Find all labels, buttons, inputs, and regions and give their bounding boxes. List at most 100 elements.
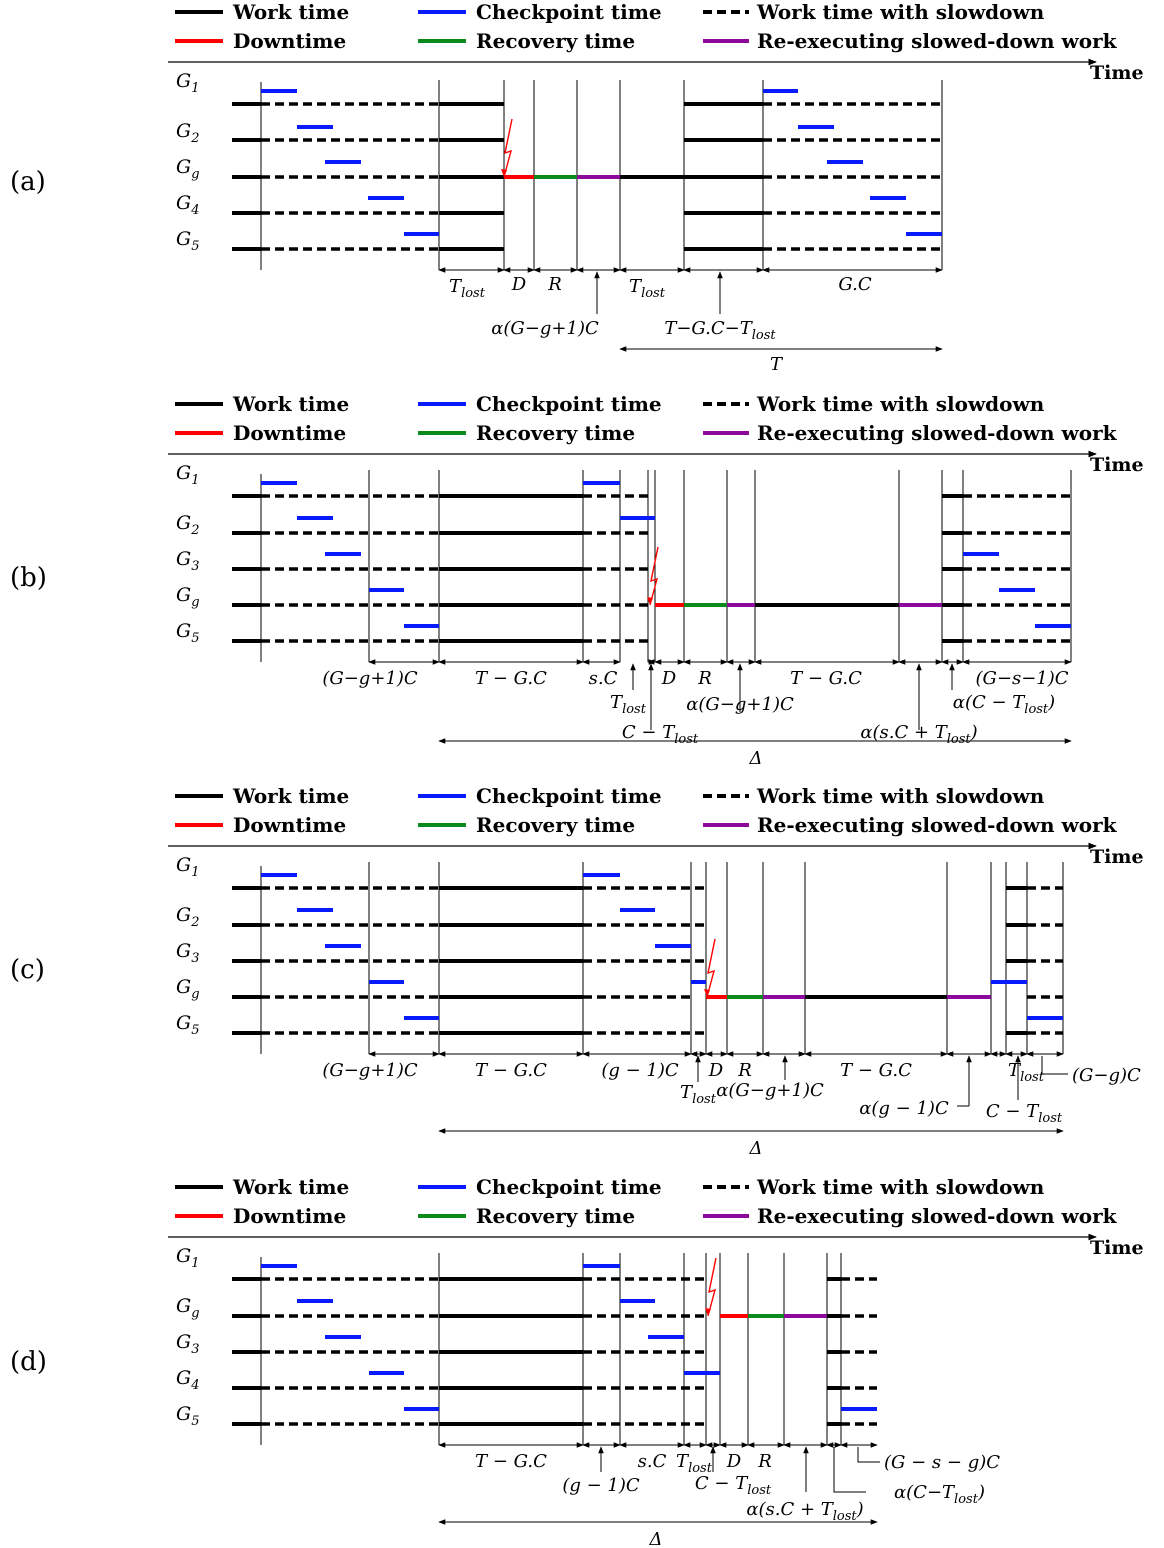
leader-line — [1041, 1056, 1068, 1075]
annotation-alphasc: α(s.C + Tlost) — [860, 722, 977, 747]
group-label-main: G — [176, 548, 191, 570]
annotation-sc: s.C — [589, 668, 618, 689]
group-label-main: G — [176, 228, 191, 250]
annotation-ggc-part: (G−g)C — [1072, 1065, 1141, 1086]
annotation-tlost-part: T — [610, 692, 624, 713]
annotation-tlost_r-part: lost — [1020, 1070, 1045, 1085]
annotation-alpha: α(G−g+1)C — [491, 318, 599, 339]
annotation-ctlost-part: C − T — [622, 722, 676, 743]
group-label: Gg — [176, 1295, 200, 1321]
group-label-sub: 1 — [191, 473, 199, 488]
failure-bolt-icon — [649, 546, 659, 606]
group-label-main: G — [176, 1331, 191, 1353]
annotation-alphasc-part: α(s.C + T — [746, 1499, 834, 1520]
annotation-tlost: Tlost — [676, 1451, 713, 1476]
annotation-tgc2: T − G.C — [840, 1060, 912, 1081]
panel-label: (d) — [10, 1347, 47, 1377]
annotation-tlost: Tlost — [610, 692, 647, 717]
panel-label: (b) — [10, 563, 47, 593]
group-label-sub: 1 — [191, 81, 199, 96]
annotation-gc-part: G.C — [838, 274, 871, 295]
annotation-tgc2-part: T − G.C — [840, 1060, 912, 1081]
annotation-tlost_l-part: lost — [692, 1092, 717, 1107]
annotation-gg1c: (G−g+1)C — [322, 668, 418, 689]
annotation-ggc: (G−g)C — [1072, 1065, 1141, 1086]
annotation-gg1c: (G−g+1)C — [322, 1060, 418, 1081]
legend-work-label: Work time — [232, 0, 349, 24]
group-label-sub: 2 — [190, 523, 199, 538]
group-label-main: G — [176, 1245, 191, 1267]
time-axis-label: Time — [1090, 846, 1144, 868]
annotation-g1c-part: (g − 1)C — [562, 1475, 640, 1496]
group-label-main: G — [176, 120, 191, 142]
group-label-main: G — [176, 620, 191, 642]
panel-label: (c) — [10, 955, 45, 985]
group-label: G1 — [176, 462, 199, 488]
group-label: G1 — [176, 70, 199, 96]
legend-checkpoint-label: Checkpoint time — [476, 392, 662, 416]
group-label: G5 — [176, 228, 199, 254]
annotation-tlost_r: Tlost — [1008, 1060, 1045, 1085]
group-label: Gg — [176, 976, 200, 1002]
time-axis-label: Time — [1090, 454, 1144, 476]
group-label: G3 — [176, 548, 199, 574]
annotation-d-part: D — [708, 1060, 724, 1081]
group-label: G1 — [176, 1245, 199, 1271]
annotation-gsgc-part: (G − s − g)C — [884, 1452, 1000, 1473]
panel-b: Work time Downtime Checkpoint time Recovery… — [10, 392, 1144, 769]
annotation-ctlost-part: lost — [674, 732, 699, 747]
time-axis-label: Time — [1090, 62, 1144, 84]
legend-reexec-label: Re-executing slowed-down work — [757, 29, 1118, 53]
group-label: G3 — [176, 940, 199, 966]
annotation-alpha-part: α(G−g+1)C — [491, 318, 599, 339]
legend-slowdown-label: Work time with slowdown — [756, 0, 1045, 24]
annotation-gg1c-part: (G−g+1)C — [322, 668, 418, 689]
failure-bolt-tip-icon — [501, 169, 507, 177]
annotation-r-part: R — [737, 1060, 752, 1081]
legend-slowdown-label: Work time with slowdown — [756, 1175, 1045, 1199]
annotation-ctlost: C − Tlost — [622, 722, 699, 747]
annotation-tlost2-part: T — [629, 276, 643, 297]
annotation-alphasc-part: lost — [947, 732, 972, 747]
annotation-delta-part: Δ — [749, 748, 763, 769]
annotation-alphag1-part: α(g − 1)C — [859, 1098, 949, 1119]
annotation-g1c: (g − 1)C — [562, 1475, 640, 1496]
annotation-ctlost: C − Tlost — [986, 1101, 1063, 1126]
annotation-delta: Δ — [749, 1138, 763, 1159]
annotation-T-part: T — [770, 354, 784, 375]
group-label: G3 — [176, 1331, 199, 1357]
annotation-alphact-part: lost — [954, 1492, 979, 1507]
annotation-gs1c-part: (G−s−1)C — [975, 668, 1068, 689]
legend-downtime-label: Downtime — [233, 421, 346, 445]
annotation-tlost1-part: lost — [461, 286, 486, 301]
annotation-alphag: α(G−g+1)C — [716, 1080, 824, 1101]
annotation-ctlost-part: lost — [747, 1483, 772, 1498]
group-label-sub: 5 — [191, 631, 199, 646]
annotation-sc-part: s.C — [638, 1451, 667, 1472]
failure-bolt-icon — [503, 118, 513, 178]
annotation-r-part: R — [757, 1451, 772, 1472]
annotation-tlost-part: lost — [622, 702, 647, 717]
annotation-g1c-part: (g − 1)C — [601, 1060, 679, 1081]
group-label-sub: 4 — [190, 203, 199, 218]
annotation-alphag-part: α(G−g+1)C — [716, 1080, 824, 1101]
annotation-tlost_l: Tlost — [680, 1082, 717, 1107]
legend-reexec-label: Re-executing slowed-down work — [757, 813, 1118, 837]
group-label-main: G — [176, 854, 191, 876]
annotation-tgc-part: T−G.C−T — [664, 318, 753, 339]
legend-downtime-label: Downtime — [233, 1204, 346, 1228]
annotation-tgc: T−G.C−Tlost — [664, 318, 776, 343]
annotation-gsgc: (G − s − g)C — [884, 1452, 1000, 1473]
annotation-d-part: D — [511, 274, 527, 295]
group-label: Gg — [176, 584, 200, 610]
group-label-main: G — [176, 904, 191, 926]
annotation-tlost_l-part: T — [680, 1082, 694, 1103]
annotation-tgc-part: T − G.C — [475, 1451, 547, 1472]
group-label-main: G — [176, 512, 191, 534]
annotation-alphact-part: α(C − T — [953, 692, 1026, 713]
panel-label: (a) — [10, 167, 46, 197]
group-label: Gg — [176, 156, 200, 182]
annotation-alphasc-part: ) — [856, 1499, 864, 1520]
failure-bolt-tip-icon — [647, 597, 653, 605]
annotation-tlost1-part: T — [449, 276, 463, 297]
